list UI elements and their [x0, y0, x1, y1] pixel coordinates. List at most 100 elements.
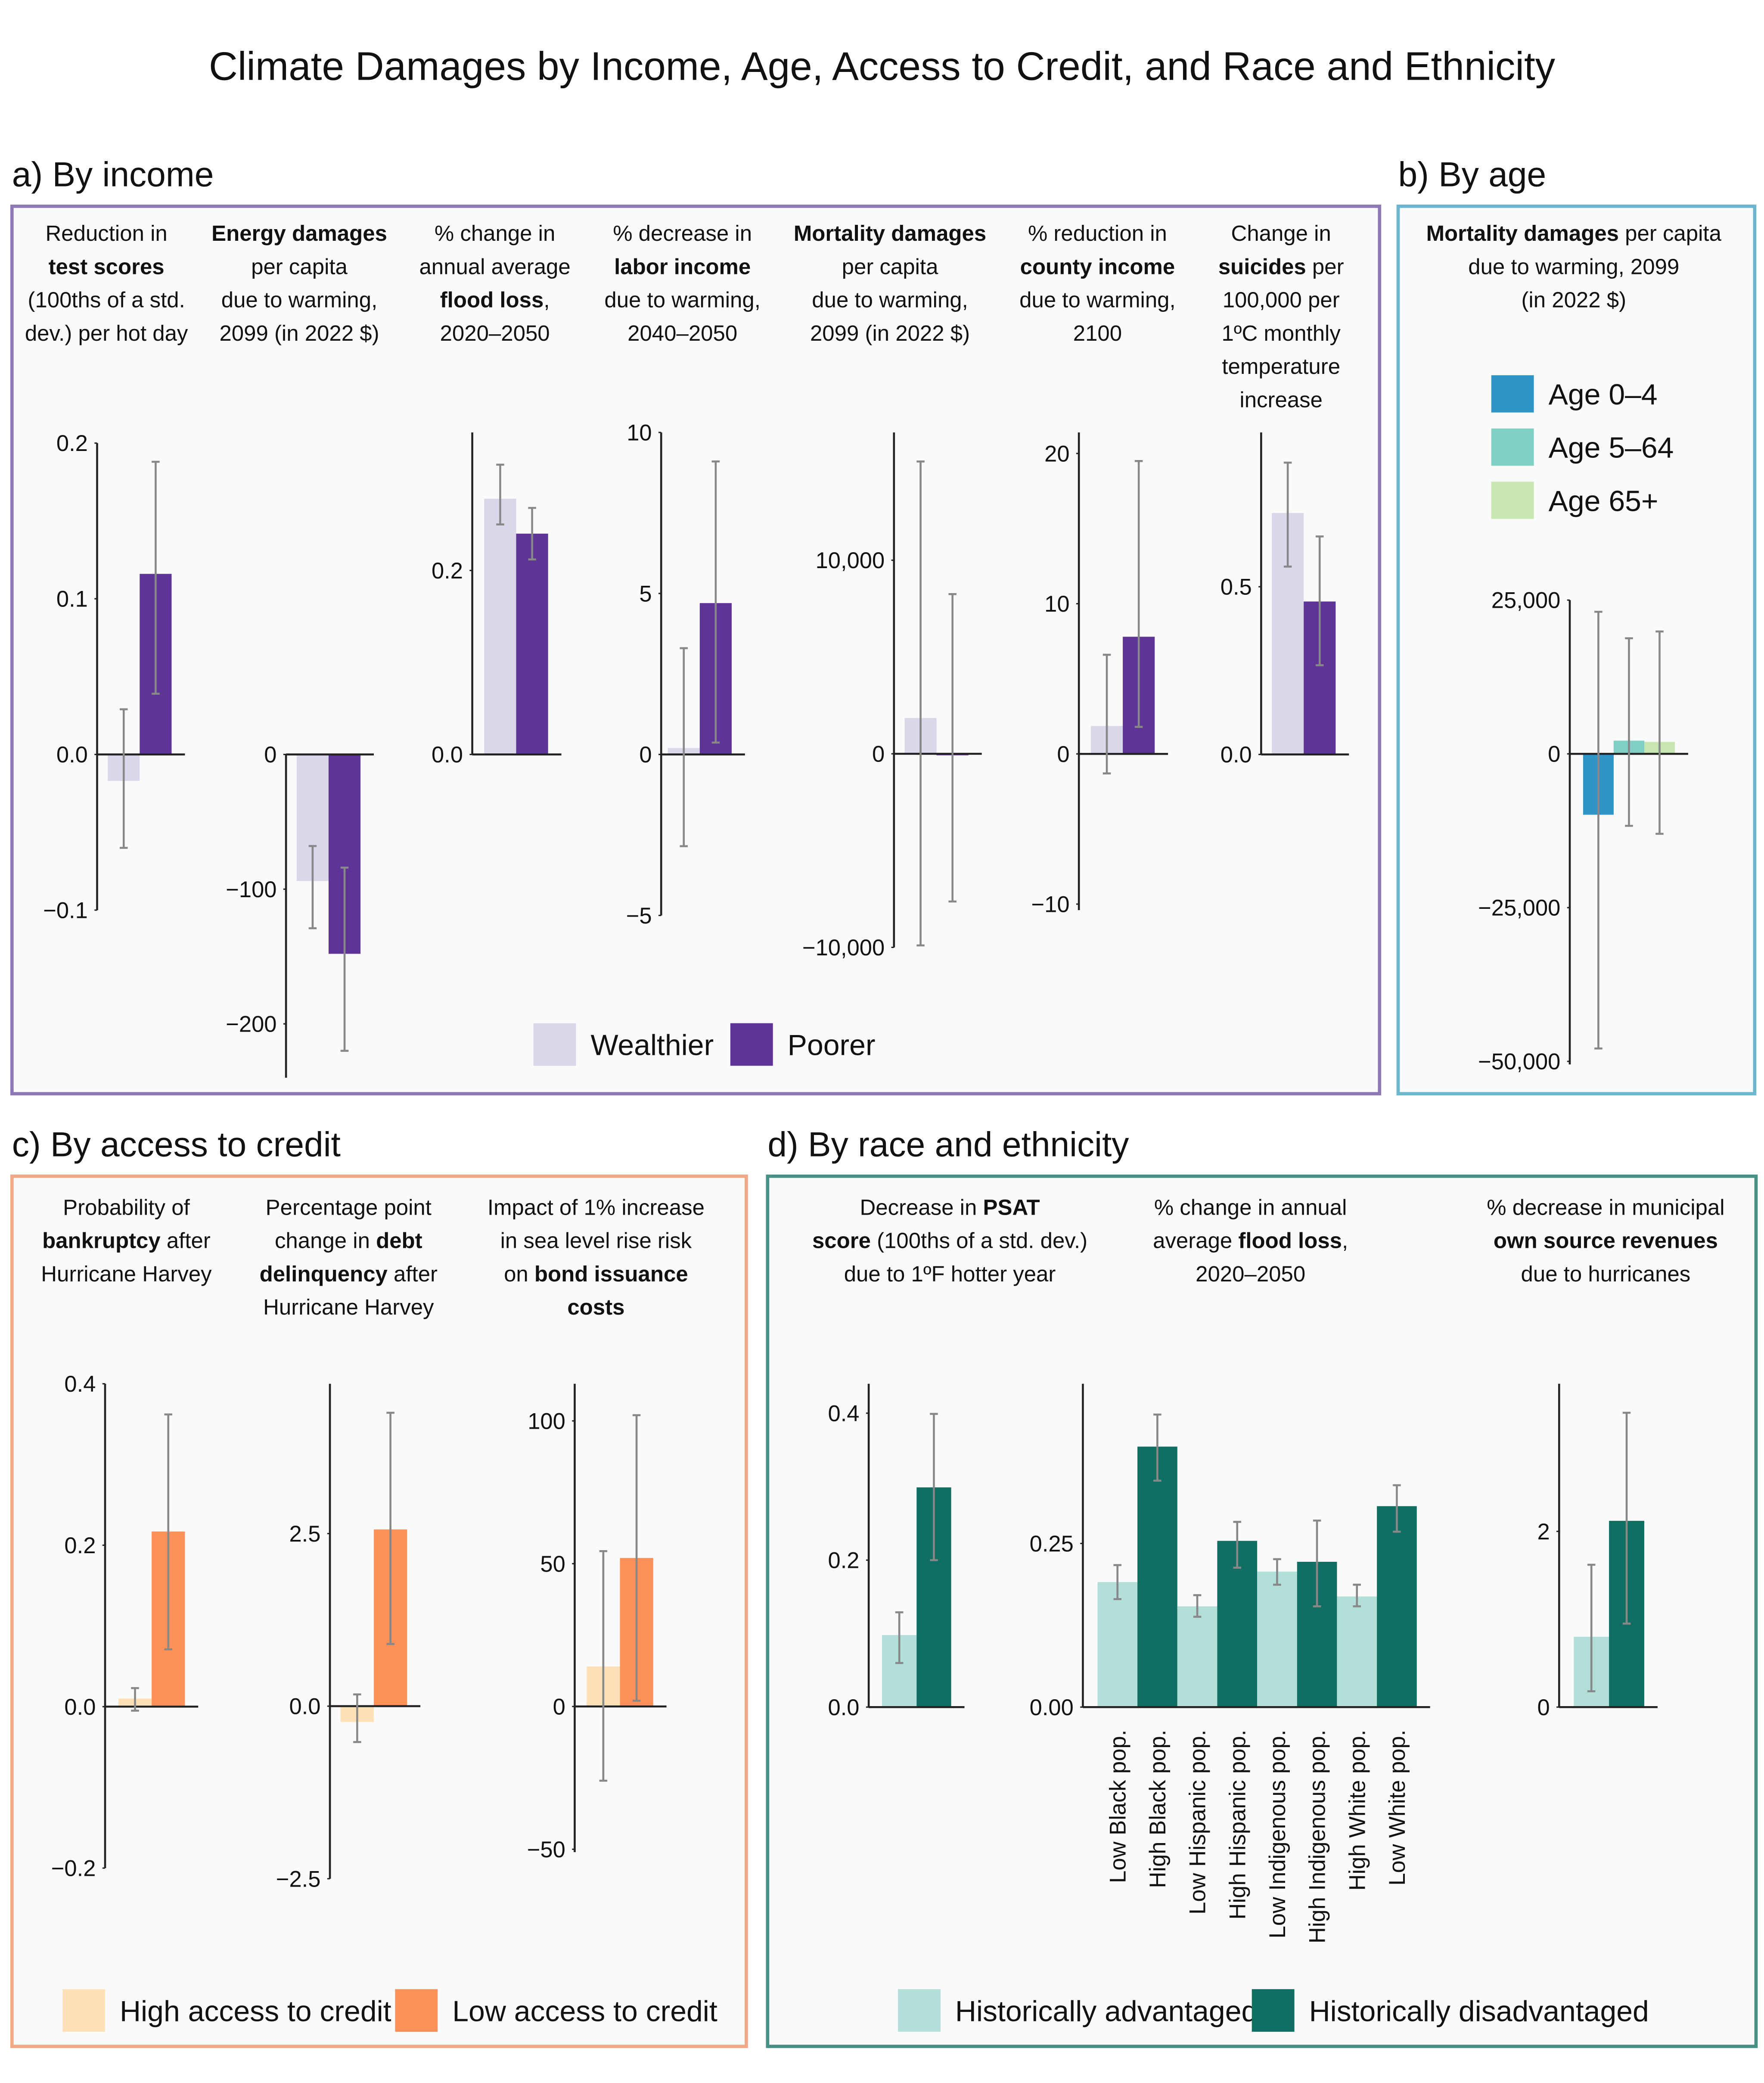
title-part: score [812, 1228, 871, 1253]
y-tick-label: 0.2 [828, 1548, 860, 1573]
x-tick-label: High White pop. [1345, 1730, 1370, 1891]
error-bar [1313, 1519, 1321, 1607]
error-bar [1102, 653, 1111, 774]
title-part: Percentage point [266, 1195, 432, 1219]
y-tick-label: −0.2 [51, 1856, 96, 1881]
chart-title: county income [1020, 254, 1175, 279]
chart-title: average flood loss, [1153, 1228, 1348, 1253]
x-tick-label: High Indigenous pop. [1305, 1730, 1330, 1943]
y-tick-label: 5 [639, 581, 652, 606]
title-part: after [161, 1228, 211, 1253]
x-tick-label: High Black pop. [1145, 1730, 1171, 1888]
error-bar [1594, 611, 1603, 1050]
error-bar [164, 1413, 173, 1651]
y-tick-label: −50,000 [1478, 1049, 1560, 1075]
title-part: Decrease in [860, 1195, 983, 1219]
bar [1137, 1446, 1177, 1707]
chart-title: due to warming, [604, 288, 761, 312]
title-part: 2040–2050 [627, 321, 737, 345]
legend-label: Poorer [788, 1029, 876, 1062]
legend-swatch [898, 1989, 941, 2032]
y-tick-label: 0.0 [64, 1694, 96, 1720]
title-part: % change in [435, 221, 555, 246]
chart-title: (in 2022 $) [1521, 288, 1626, 312]
chart-title: delinquency after [260, 1262, 438, 1286]
panel-frame [1396, 205, 1757, 1096]
error-bar [1233, 1520, 1242, 1569]
title-part: Mortality damages [1426, 221, 1619, 246]
title-part: own source revenues [1494, 1228, 1718, 1253]
chart-title: on bond issuance [504, 1262, 688, 1286]
title-part: 2100 [1073, 321, 1122, 345]
title-part: % decrease in municipal [1487, 1195, 1724, 1219]
title-part: Hurricane Harvey [263, 1295, 434, 1319]
chart-title: bankruptcy after [42, 1228, 211, 1253]
y-tick-label: −200 [226, 1012, 276, 1037]
error-bar [930, 1413, 938, 1561]
error-bar [948, 593, 957, 903]
chart-title: due to 1ºF hotter year [844, 1262, 1056, 1286]
chart-title: 2040–2050 [627, 321, 737, 345]
title-part: Reduction in [45, 221, 167, 246]
title-part: Probability of [63, 1195, 190, 1219]
error-bar [131, 1687, 139, 1712]
bar [1097, 1582, 1138, 1707]
error-bar [711, 460, 720, 744]
error-bar [386, 1411, 394, 1645]
chart-title: labor income [614, 254, 751, 279]
title-part: % change in annual [1154, 1195, 1347, 1219]
title-part: per capita [251, 254, 348, 279]
chart-title: dev.) per hot day [25, 321, 188, 345]
y-tick-label: 0.5 [1221, 575, 1252, 600]
title-part: Mortality damages [794, 221, 986, 246]
legend-swatch [1491, 375, 1534, 413]
chart-title: in sea level rise risk [500, 1228, 692, 1253]
title-part: costs [567, 1295, 624, 1319]
x-tick-label: High Hispanic pop. [1225, 1730, 1250, 1920]
chart-title: due to hurricanes [1521, 1262, 1691, 1286]
y-tick-label: −10 [1031, 892, 1069, 917]
chart-title: annual average [419, 254, 570, 279]
title-part: delinquency [260, 1262, 388, 1286]
panel-title: c) By access to credit [12, 1125, 341, 1164]
title-part: (100ths of a std. [28, 288, 185, 312]
chart-title: due to warming, 2099 [1468, 254, 1679, 279]
figure-title: Climate Damages by Income, Age, Access t… [209, 44, 1556, 88]
chart-title: Percentage point [266, 1195, 432, 1219]
x-tick-label: Low White pop. [1385, 1730, 1410, 1886]
title-part: due to warming, [812, 288, 968, 312]
y-tick-label: 0.0 [828, 1695, 860, 1720]
y-tick-label: −100 [226, 877, 276, 902]
error-bar [1113, 1564, 1122, 1600]
legend-swatch [62, 1989, 106, 2032]
chart-title: Probability of [63, 1195, 190, 1219]
chart-title: change in debt [275, 1228, 422, 1253]
chart-title: 2099 (in 2022 $) [810, 321, 970, 345]
legend-label: Historically advantaged [955, 1995, 1258, 2027]
x-tick-label: Low Black pop. [1105, 1730, 1130, 1883]
title-part: per [1306, 254, 1344, 279]
error-bar [1316, 535, 1324, 666]
chart-title: % change in annual [1154, 1195, 1347, 1219]
y-tick-label: 0.1 [56, 587, 88, 612]
y-tick-label: 25,000 [1491, 588, 1561, 613]
y-tick-label: 50 [540, 1551, 565, 1577]
error-bar [1134, 460, 1143, 728]
y-tick-label: 2.5 [289, 1521, 320, 1547]
chart-title: temperature [1222, 354, 1340, 379]
title-part: due to warming, 2099 [1468, 254, 1679, 279]
title-part: debt [376, 1228, 422, 1253]
error-bar [1273, 1558, 1281, 1586]
title-part: after [388, 1262, 438, 1286]
chart-title: score (100ths of a std. dev.) [812, 1228, 1087, 1253]
chart-title: (100ths of a std. [28, 288, 185, 312]
y-tick-label: 2 [1537, 1519, 1550, 1545]
y-tick-label: −10,000 [802, 935, 885, 961]
y-tick-label: 20 [1044, 441, 1069, 466]
title-part: labor income [614, 254, 751, 279]
title-part: test scores [49, 254, 165, 279]
error-bar [599, 1550, 608, 1782]
title-part: bond issuance [534, 1262, 688, 1286]
chart-title: due to warming, [221, 288, 378, 312]
